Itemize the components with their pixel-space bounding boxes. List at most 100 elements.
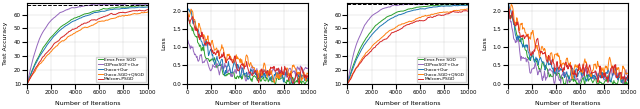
Error-Free SGD bbox=[133, 5, 141, 7]
Malcom-PSGD bbox=[376, 42, 383, 43]
CDProxSGT+Our bbox=[24, 83, 31, 84]
Malcom-PSGD bbox=[24, 83, 31, 84]
Choco-SGD+QSGD bbox=[454, 10, 461, 11]
Y-axis label: Test Accuracy: Test Accuracy bbox=[324, 22, 329, 65]
Choco-SGD+QSGD bbox=[28, 74, 36, 76]
Malcom-PSGD bbox=[454, 11, 461, 13]
Error-Free SGD bbox=[138, 5, 145, 7]
X-axis label: Number of Iterations: Number of Iterations bbox=[215, 100, 280, 106]
Line: Choco-SGD+QSGD: Choco-SGD+QSGD bbox=[28, 12, 147, 84]
Malcom-PSGD bbox=[133, 10, 141, 12]
Choco+Our bbox=[454, 5, 461, 6]
CDProxSGT+Our bbox=[454, 3, 462, 4]
Error-Free SGD bbox=[24, 83, 31, 84]
Choco+Our bbox=[464, 5, 472, 6]
Error-Free SGD bbox=[143, 5, 151, 6]
Choco-SGD+QSGD bbox=[138, 12, 145, 13]
Legend: Error-Free SGD, CDProxSGT+Our, Choco+Our, Choco-SGD+QSGD, Malcom-PSGD: Error-Free SGD, CDProxSGT+Our, Choco+Our… bbox=[97, 56, 146, 82]
Choco+Our bbox=[351, 63, 358, 64]
Malcom-PSGD bbox=[28, 74, 36, 76]
Choco+Our bbox=[46, 41, 54, 42]
Y-axis label: Loss: Loss bbox=[162, 37, 167, 50]
Choco-SGD+QSGD bbox=[463, 8, 471, 10]
CDProxSGT+Our bbox=[138, 4, 146, 6]
Error-Free SGD bbox=[454, 4, 462, 5]
Line: CDProxSGT+Our: CDProxSGT+Our bbox=[28, 3, 147, 84]
Error-Free SGD bbox=[452, 4, 460, 5]
Line: Error-Free SGD: Error-Free SGD bbox=[28, 6, 147, 84]
Error-Free SGD bbox=[344, 83, 351, 84]
Y-axis label: Test Accuracy: Test Accuracy bbox=[3, 22, 8, 65]
Choco-SGD+QSGD bbox=[56, 42, 63, 44]
Choco-SGD+QSGD bbox=[24, 83, 31, 84]
Error-Free SGD bbox=[31, 64, 38, 65]
Choco+Our bbox=[143, 6, 151, 8]
Choco-SGD+QSGD bbox=[464, 8, 472, 10]
Choco-SGD+QSGD bbox=[133, 13, 141, 15]
Malcom-PSGD bbox=[46, 49, 54, 50]
CDProxSGT+Our bbox=[426, 3, 433, 4]
CDProxSGT+Our bbox=[28, 62, 36, 63]
Choco+Our bbox=[28, 71, 36, 72]
CDProxSGT+Our bbox=[31, 53, 38, 54]
Malcom-PSGD bbox=[344, 83, 351, 84]
X-axis label: Number of Iterations: Number of Iterations bbox=[535, 100, 600, 106]
Choco+Our bbox=[456, 4, 464, 6]
Error-Free SGD bbox=[458, 4, 466, 5]
Legend: Error-Free SGD, CDProxSGT+Our, Choco+Our, Choco-SGD+QSGD, Malcom-PSGD: Error-Free SGD, CDProxSGT+Our, Choco+Our… bbox=[417, 56, 467, 82]
X-axis label: Number of Iterations: Number of Iterations bbox=[54, 100, 120, 106]
CDProxSGT+Our bbox=[56, 12, 63, 14]
Line: Malcom-PSGD: Malcom-PSGD bbox=[28, 10, 147, 83]
Line: Error-Free SGD: Error-Free SGD bbox=[348, 4, 468, 84]
Choco-SGD+QSGD bbox=[46, 53, 54, 54]
Choco-SGD+QSGD bbox=[344, 83, 351, 84]
Malcom-PSGD bbox=[464, 10, 472, 12]
Malcom-PSGD bbox=[143, 9, 151, 10]
Line: CDProxSGT+Our: CDProxSGT+Our bbox=[348, 3, 468, 84]
Error-Free SGD bbox=[348, 67, 356, 69]
Line: Choco-SGD+QSGD: Choco-SGD+QSGD bbox=[348, 9, 468, 84]
Choco+Our bbox=[24, 83, 31, 84]
Malcom-PSGD bbox=[31, 69, 38, 71]
Choco+Our bbox=[366, 37, 374, 38]
CDProxSGT+Our bbox=[351, 49, 358, 50]
Y-axis label: Loss: Loss bbox=[482, 37, 487, 50]
CDProxSGT+Our bbox=[124, 3, 131, 4]
Error-Free SGD bbox=[351, 61, 358, 62]
Error-Free SGD bbox=[366, 32, 374, 34]
Choco-SGD+QSGD bbox=[143, 11, 151, 13]
CDProxSGT+Our bbox=[134, 4, 141, 5]
Error-Free SGD bbox=[376, 22, 383, 23]
CDProxSGT+Our bbox=[376, 10, 383, 11]
CDProxSGT+Our bbox=[344, 83, 351, 84]
Choco+Our bbox=[31, 65, 38, 67]
Error-Free SGD bbox=[46, 38, 54, 39]
Malcom-PSGD bbox=[462, 10, 470, 11]
Choco-SGD+QSGD bbox=[376, 39, 383, 40]
CDProxSGT+Our bbox=[458, 3, 466, 4]
Malcom-PSGD bbox=[351, 71, 358, 72]
Malcom-PSGD bbox=[458, 11, 465, 13]
Error-Free SGD bbox=[56, 28, 63, 29]
Malcom-PSGD bbox=[56, 39, 63, 41]
CDProxSGT+Our bbox=[348, 59, 356, 60]
Choco+Our bbox=[458, 5, 466, 6]
Choco-SGD+QSGD bbox=[458, 9, 465, 11]
Choco-SGD+QSGD bbox=[366, 49, 374, 50]
Choco+Our bbox=[344, 83, 351, 84]
Line: Choco+Our: Choco+Our bbox=[28, 7, 147, 84]
Line: Choco+Our: Choco+Our bbox=[348, 5, 468, 84]
Choco-SGD+QSGD bbox=[348, 74, 356, 75]
Malcom-PSGD bbox=[348, 75, 356, 76]
Choco+Our bbox=[376, 26, 383, 27]
X-axis label: Number of Iterations: Number of Iterations bbox=[375, 100, 440, 106]
Choco-SGD+QSGD bbox=[351, 70, 358, 71]
CDProxSGT+Our bbox=[46, 21, 54, 23]
Error-Free SGD bbox=[464, 4, 472, 5]
Choco+Our bbox=[348, 69, 356, 71]
Error-Free SGD bbox=[28, 70, 36, 71]
Choco+Our bbox=[138, 7, 145, 8]
CDProxSGT+Our bbox=[366, 18, 374, 19]
Malcom-PSGD bbox=[366, 52, 374, 53]
Choco+Our bbox=[133, 7, 141, 8]
